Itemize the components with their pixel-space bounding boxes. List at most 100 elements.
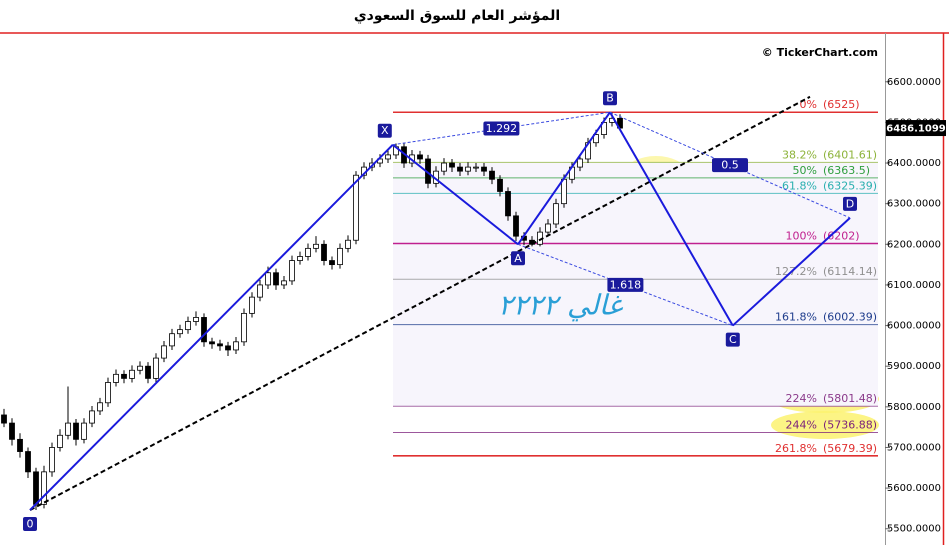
chart-title: المؤشر العام للسوق السعودي	[354, 8, 560, 25]
pattern-leg	[517, 111, 611, 245]
fib-value-label: (6363.5)	[823, 164, 870, 177]
candle-body	[121, 373, 127, 379]
candle-body	[297, 256, 303, 261]
candle-body	[313, 243, 319, 249]
y-tick-label: 6600.0000	[887, 77, 941, 88]
candle-body	[265, 272, 271, 286]
point-label: C	[729, 333, 737, 346]
fib-ratio-label: 261.8%	[775, 442, 817, 455]
fib-value-label: (5679.39)	[823, 442, 877, 455]
fib-value-label: (6114.14)	[823, 265, 877, 278]
candle-body	[193, 317, 199, 322]
ratio-box	[712, 158, 748, 173]
candle-body	[57, 434, 63, 448]
candle-body	[457, 166, 463, 172]
pattern-leg	[609, 111, 734, 327]
candle-body	[169, 333, 175, 347]
fib-value-label: (6401.61)	[823, 148, 877, 161]
candle-body	[273, 272, 279, 286]
candle-body	[209, 341, 215, 345]
fib-ratio-label: 38.2%	[782, 148, 817, 161]
candle-body	[129, 369, 135, 379]
candle-body	[257, 284, 263, 298]
fib-value-label: (6325.39)	[823, 179, 877, 192]
candle-body	[105, 382, 111, 404]
ratio-label: 1.618	[610, 278, 642, 291]
fib-value-label: (6525)	[823, 98, 860, 111]
point-box	[23, 517, 37, 532]
annotation: غالي ٢٢٢٢	[498, 289, 623, 322]
point-box	[603, 91, 617, 106]
fib-ratio-label: 161.8%	[775, 311, 817, 324]
candle-body	[73, 422, 79, 440]
candle-body	[1, 414, 7, 424]
candle-body	[353, 174, 359, 241]
y-tick-label: 5900.0000	[887, 361, 941, 372]
y-tick-label: 6100.0000	[887, 280, 941, 291]
last-price-label: 6486.1099	[886, 124, 946, 135]
candle-body	[321, 243, 327, 261]
candle-body	[225, 345, 231, 351]
candle-body	[281, 280, 287, 286]
ratio-box	[483, 121, 520, 136]
candle-body	[81, 422, 87, 440]
trendline	[29, 95, 811, 511]
point-label: X	[381, 124, 389, 137]
point-box	[511, 251, 525, 266]
candle-body	[161, 345, 167, 359]
candle-body	[561, 178, 567, 205]
candle-body	[329, 260, 335, 266]
candle-body	[553, 203, 559, 225]
point-label: 0	[27, 518, 34, 531]
candle-body	[41, 471, 47, 505]
candle-body	[289, 260, 295, 282]
fib-ratio-label: 224%	[786, 392, 817, 405]
candle-body	[577, 158, 583, 168]
y-tick-label: 6000.0000	[887, 321, 941, 332]
candle-body	[217, 343, 223, 347]
ratio-line	[392, 111, 611, 146]
candle-body	[505, 191, 511, 217]
candle-body	[449, 162, 455, 168]
fib-value-label: (5736.88)	[823, 418, 877, 431]
point-label: B	[606, 92, 614, 105]
candle-body	[201, 317, 207, 343]
candle-body	[89, 410, 95, 424]
candle-body	[545, 223, 551, 233]
point-box	[725, 332, 740, 347]
y-tick-label: 6300.0000	[887, 199, 941, 210]
candle-body	[177, 329, 183, 335]
fib-value-label: (6002.39)	[823, 311, 877, 324]
candle-body	[385, 154, 391, 160]
candle-body	[593, 134, 599, 144]
point-label: A	[514, 252, 522, 265]
candle-body	[345, 239, 351, 249]
y-tick-label: 6200.0000	[887, 239, 941, 250]
ratio-label: 0.5	[721, 159, 739, 172]
candle-body	[137, 365, 143, 371]
candle-body	[153, 357, 159, 379]
pattern-leg	[392, 143, 519, 246]
pattern-leg	[29, 144, 394, 511]
candle-body	[113, 373, 119, 383]
candle-body	[17, 438, 23, 452]
y-tick-label: 5800.0000	[887, 402, 941, 413]
candle-body	[481, 166, 487, 172]
candle-body	[49, 447, 55, 473]
fib-value-label: (6202)	[823, 229, 860, 242]
candle-body	[97, 402, 103, 412]
fib-ratio-label: 100%	[786, 229, 817, 242]
candle-body	[185, 321, 191, 331]
last-price-box	[886, 120, 946, 137]
candle-body	[497, 178, 503, 192]
candle-body	[473, 166, 479, 169]
candle-body	[25, 451, 31, 473]
point-box	[843, 196, 857, 211]
fib-value-label: (5801.48)	[823, 392, 877, 405]
candle-body	[249, 296, 255, 314]
ratio-label: 1.292	[486, 122, 518, 135]
candle-body	[417, 154, 423, 160]
candle-body	[233, 341, 239, 351]
candle-body	[33, 471, 39, 505]
